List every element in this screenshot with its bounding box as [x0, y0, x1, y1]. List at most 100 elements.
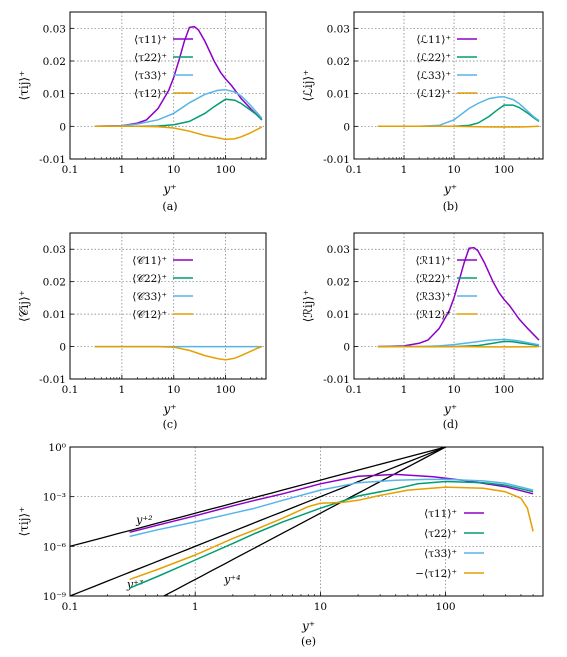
x-tick-label: 100: [216, 384, 236, 396]
series-line: [94, 345, 263, 361]
y-axis-label: ⟨τij⟩⁺: [17, 507, 31, 537]
legend-label: ⟨𝒞11⟩⁺: [132, 255, 167, 267]
y-tick-label: 0: [59, 342, 66, 354]
series-line: [94, 98, 263, 128]
legend-label: ⟨𝒞12⟩⁺: [132, 309, 167, 321]
y-tick-label: 0: [343, 342, 350, 354]
x-tick-label: 0.1: [346, 384, 363, 396]
legend-label: ⟨τ22⟩⁺: [134, 52, 167, 64]
y-tick-label: 0.03: [327, 23, 350, 35]
panel-caption: (c): [163, 418, 178, 431]
x-tick-label: 100: [436, 601, 456, 613]
x-tick-label: 1: [192, 601, 199, 613]
panel-a: 0.1 1 10 100 -0.01 0 0.01 0.02 0.03 ⟨τ11⟩⁺ ⟨τ22⟩⁺ ⟨…: [17, 11, 267, 213]
y-tick-label: 0.01: [327, 89, 350, 101]
y-tick-label: 10⁻⁹: [43, 591, 66, 603]
panel-d: 0.1 1 10 100 -0.01 0 0.01 0.02 0.03 ⟨ℛ11⟩⁺ ⟨ℛ22⟩⁺ ⟨…: [301, 232, 544, 431]
panel-caption: (e): [301, 635, 316, 648]
x-axis-label: y⁺: [301, 619, 315, 633]
series-line: [377, 96, 540, 128]
panel-caption: (a): [162, 200, 177, 213]
x-tick-label: 1: [119, 384, 126, 396]
x-tick-label: 1: [401, 164, 408, 176]
y-tick-label: 10⁻⁶: [43, 541, 66, 553]
legend-label: ⟨ℛ22⟩⁺: [416, 273, 451, 285]
y-tick-label: 0.01: [43, 309, 66, 321]
y-tick-label: 0.01: [43, 89, 66, 101]
series-line: [94, 125, 263, 141]
y-tick-label: 0.03: [43, 23, 66, 35]
x-axis-label: y⁺: [443, 182, 457, 196]
legend-label: ⟨ℛ33⟩⁺: [416, 291, 451, 303]
panel-e: 0.1 1 10 100 10⁻⁹ 10⁻⁶ 10⁻³ 10⁰ y⁺² y⁺³ y⁺⁴ ⟨τ11⟩⁺ ⟨…: [17, 442, 544, 648]
y-axis-label: ⟨𝒞ij⟩⁺: [17, 290, 31, 322]
x-tick-label: 100: [216, 164, 236, 176]
x-tick-label: 10: [167, 164, 180, 176]
x-tick-label: 100: [494, 164, 514, 176]
x-tick-label: 10: [314, 601, 327, 613]
y-tick-label: 0.03: [43, 244, 66, 256]
panel-caption: (d): [443, 418, 459, 431]
y-tick-label: 0.02: [43, 56, 66, 68]
legend-label: ⟨ℛ11⟩⁺: [416, 255, 451, 267]
legend-label: ⟨ℒ22⟩⁺: [416, 52, 451, 64]
y-tick-label: 0.03: [327, 244, 350, 256]
reference-line: [70, 447, 448, 596]
plot-frame: [69, 446, 544, 597]
legend-label: ⟨τ33⟩⁺: [134, 70, 167, 82]
annotation: y⁺⁴: [223, 573, 240, 586]
legend-label: ⟨ℒ33⟩⁺: [416, 70, 451, 82]
series-line: [129, 478, 534, 538]
panel-c: 0.1 1 10 100 -0.01 0 0.01 0.02 0.03 ⟨𝒞11⟩⁺ ⟨𝒞22⟩⁺ ⟨…: [17, 232, 267, 431]
legend-label: ⟨τ11⟩⁺: [424, 508, 457, 520]
y-tick-label: -0.01: [39, 374, 66, 386]
x-axis-label: y⁺: [162, 182, 176, 196]
series-line: [94, 88, 263, 128]
y-tick-label: -0.01: [323, 154, 350, 166]
series-line: [129, 480, 534, 589]
legend-label: ⟨ℒ11⟩⁺: [416, 34, 451, 46]
legend-label: ⟨τ11⟩⁺: [134, 34, 167, 46]
panel-caption: (b): [443, 200, 459, 213]
annotation: y⁺³: [126, 578, 143, 591]
legend-label: ⟨ℒ12⟩⁺: [416, 88, 451, 100]
y-axis-label: ⟨τij⟩⁺: [17, 71, 31, 101]
legend-label: ⟨𝒞22⟩⁺: [132, 273, 167, 285]
plot-frame: [353, 11, 544, 160]
legend-label: ⟨𝒞33⟩⁺: [132, 291, 167, 303]
x-tick-label: 10: [447, 384, 460, 396]
y-tick-label: 0.01: [327, 309, 350, 321]
y-tick-label: 10⁰: [48, 442, 66, 454]
plot-frame: [69, 232, 267, 380]
y-axis-label: ⟨ℒij⟩⁺: [301, 70, 315, 102]
x-tick-label: 0.1: [62, 601, 79, 613]
series-line: [94, 25, 263, 128]
x-tick-label: 10: [447, 164, 460, 176]
x-tick-label: 1: [119, 164, 126, 176]
panel-b: 0.1 1 10 100 -0.01 0 0.01 0.02 0.03 ⟨ℒ11⟩⁺ ⟨ℒ22⟩⁺ ⟨…: [301, 11, 544, 213]
legend-label: ⟨ℛ12⟩⁺: [416, 309, 451, 321]
y-tick-label: 0: [343, 121, 350, 133]
series-line: [129, 486, 534, 581]
x-tick-label: 0.1: [346, 164, 363, 176]
legend-label: ⟨τ22⟩⁺: [424, 528, 457, 540]
annotation: y⁺²: [135, 513, 152, 526]
x-tick-label: 10: [167, 384, 180, 396]
y-tick-label: 0: [59, 121, 66, 133]
x-tick-label: 100: [494, 384, 514, 396]
x-tick-label: 0.1: [62, 164, 79, 176]
y-axis-label: ⟨ℛij⟩⁺: [301, 290, 315, 323]
series-line: [377, 125, 540, 128]
y-tick-label: 10⁻³: [43, 492, 66, 504]
x-axis-label: y⁺: [162, 402, 176, 416]
y-tick-label: 0.02: [327, 277, 350, 289]
legend-label: −⟨τ12⟩⁺: [415, 568, 457, 580]
legend-label: ⟨τ33⟩⁺: [424, 548, 457, 560]
reference-line: [162, 447, 447, 596]
plot-frame: [69, 11, 267, 160]
reference-line: [70, 447, 449, 547]
y-tick-label: 0.02: [327, 56, 350, 68]
x-axis-label: y⁺: [443, 402, 457, 416]
x-tick-label: 1: [401, 384, 408, 396]
